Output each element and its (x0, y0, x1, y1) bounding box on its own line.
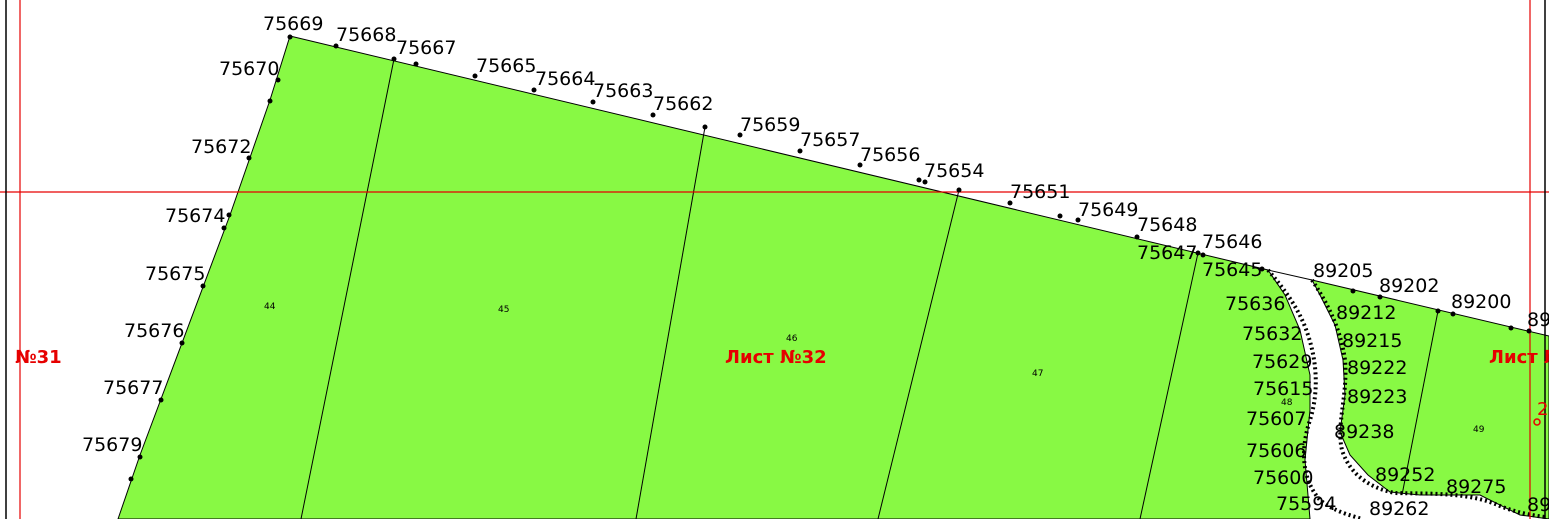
point-label: 75636 (1225, 293, 1285, 315)
point-label: 89252 (1375, 464, 1435, 486)
point-label: 75606 (1246, 440, 1306, 462)
point-label: 89212 (1336, 302, 1396, 324)
point-label: 75651 (1010, 181, 1070, 203)
point-label: 75645 (1202, 259, 1262, 281)
point-label: 75677 (103, 377, 163, 399)
point-label: 75646 (1202, 231, 1262, 253)
point-label: 75600 (1253, 467, 1313, 489)
point-label: 89215 (1342, 330, 1402, 352)
point-label: 75668 (336, 24, 396, 46)
point-label: 75667 (396, 37, 456, 59)
point-label: 89275 (1446, 476, 1506, 498)
parcel-divider-44-45 (300, 58, 395, 519)
stream-bank-left (1266, 268, 1363, 519)
parcel-number-49: 49 (1473, 425, 1485, 435)
point-label: 75649 (1078, 199, 1138, 221)
point-label: 75674 (165, 205, 225, 227)
point-label: 89 (1527, 309, 1549, 331)
point-label: 75594 (1276, 493, 1336, 515)
point-label: 75647 (1137, 242, 1197, 264)
sheet-marker-dot (1533, 418, 1541, 426)
sheet-label-right: Лист № (1489, 347, 1549, 368)
point-label: 75654 (924, 160, 984, 182)
point-label: 75632 (1242, 323, 1302, 345)
point-label: 75679 (82, 434, 142, 456)
sheet-label-left: №31 (15, 347, 62, 368)
point-label: 75629 (1252, 351, 1312, 373)
point-label: 89 (1527, 494, 1549, 516)
point-label: 89202 (1379, 275, 1439, 297)
point-label: 75663 (593, 80, 653, 102)
sheet-marker-label: 2 (1537, 399, 1548, 420)
parcel-number-46: 46 (786, 334, 798, 344)
point-label: 75656 (860, 144, 920, 166)
parcel-number-44: 44 (264, 302, 276, 312)
point-label: 75676 (124, 320, 184, 342)
parcel-number-45: 45 (498, 305, 509, 315)
point-label: 89223 (1347, 386, 1407, 408)
parcel-area-main (117, 35, 1311, 519)
point-label: 75607 (1246, 408, 1306, 430)
parcel-divider-46-47 (877, 189, 960, 519)
vertex-points (128, 34, 1532, 482)
point-label: 75657 (800, 129, 860, 151)
point-label: 75662 (653, 93, 713, 115)
point-label: 89238 (1334, 421, 1394, 443)
point-label: 75664 (535, 68, 595, 90)
stream-bank-right (1310, 278, 1546, 519)
point-label: 75665 (476, 55, 536, 77)
point-label: 75675 (145, 263, 205, 285)
parcel-divider-47-48 (1139, 252, 1199, 519)
point-label: 75659 (740, 114, 800, 136)
point-label: 75669 (263, 13, 323, 35)
point-label: 75648 (1137, 214, 1197, 236)
parcel-number-48: 48 (1281, 398, 1293, 408)
point-label: 89200 (1451, 291, 1511, 313)
point-label: 75670 (219, 58, 279, 80)
boundary-gap-link (1267, 269, 1313, 281)
point-label: 75615 (1253, 378, 1313, 400)
sheet-label-center: Лист №32 (725, 347, 827, 368)
point-label: 89205 (1313, 260, 1373, 282)
point-label: 89222 (1347, 357, 1407, 379)
point-label: 75672 (191, 136, 251, 158)
parcel-number-47: 47 (1032, 369, 1043, 379)
point-label: 89262 (1369, 498, 1429, 519)
parcel-divider-right (1401, 310, 1439, 496)
